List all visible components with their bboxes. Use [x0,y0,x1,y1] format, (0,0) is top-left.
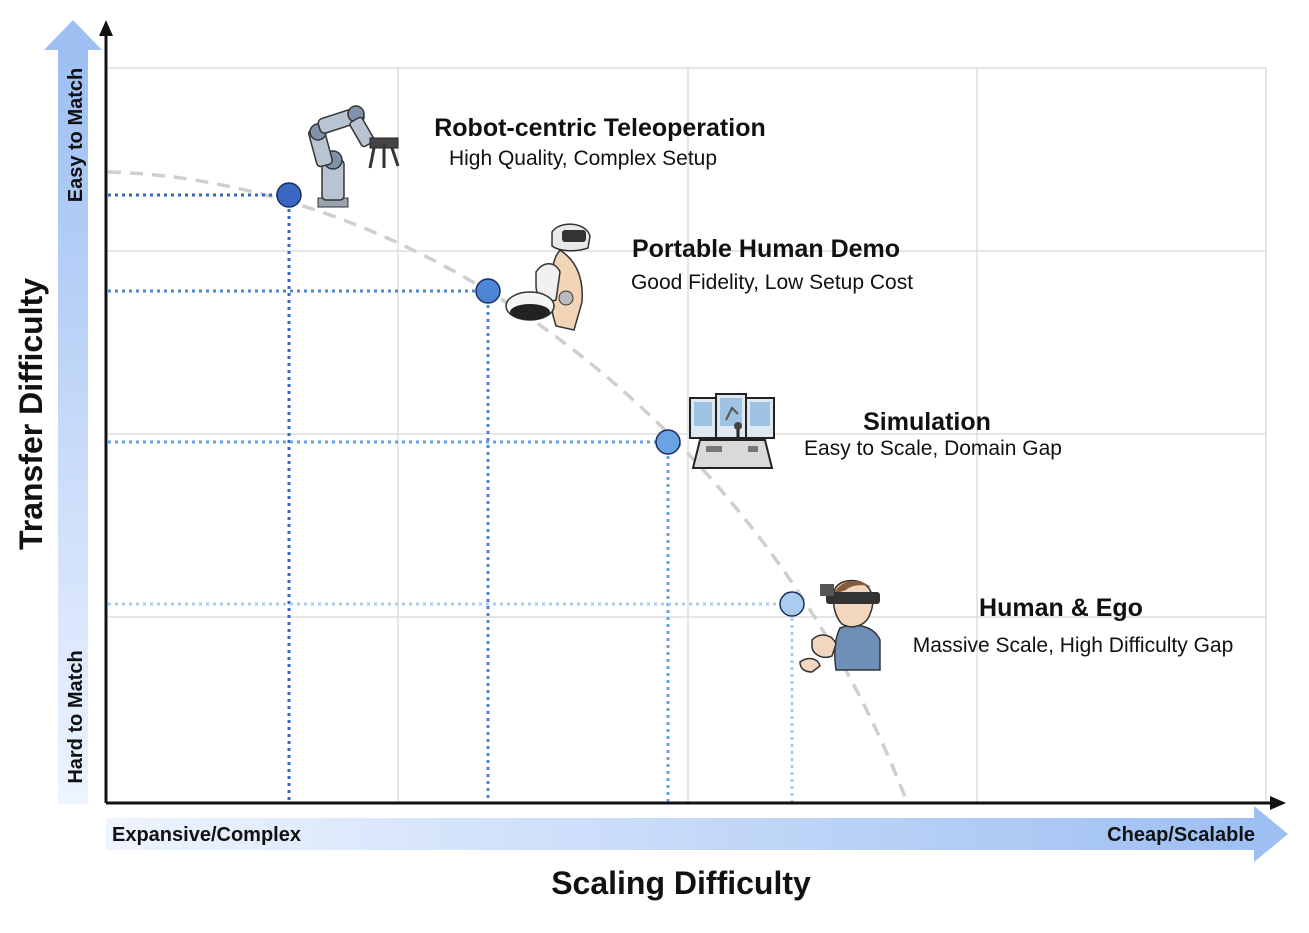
label-simulation-title: Simulation [863,408,991,436]
x-axis-title: Scaling Difficulty [551,865,811,901]
label-portable-title: Portable Human Demo [632,235,900,263]
label-teleop-subtitle: High Quality, Complex Setup [449,147,717,170]
label-human-subtitle: Massive Scale, High Difficulty Gap [913,634,1234,657]
label-simulation-subtitle: Easy to Scale, Domain Gap [804,437,1062,460]
x-gradient-arrow [106,806,1288,862]
y-gradient-arrow [44,20,102,804]
grid [108,67,1267,802]
point-teleop [276,182,302,208]
guide-teleop [108,193,291,802]
y-bottom-label: Hard to Match [65,650,87,783]
label-teleop-title: Robot-centric Teleoperation [434,114,766,142]
handheld-gripper-icon [505,223,591,331]
point-human [779,591,805,617]
guide-portable [108,289,490,802]
point-portable [475,278,501,304]
guide-human [108,602,794,802]
axes-lines [99,20,1286,810]
point-simulation [655,429,681,455]
x-right-label: Cheap/Scalable [1107,824,1255,846]
point-markers [276,182,805,617]
y-top-label: Easy to Match [65,68,87,202]
y-axis-title: Transfer Difficulty [13,278,49,550]
simulator-console-icon [689,393,775,469]
robot-arm-icon [308,105,400,208]
label-portable-subtitle: Good Fidelity, Low Setup Cost [631,271,913,294]
label-human-title: Human & Ego [979,594,1143,622]
pareto-frontier-curve [107,170,909,803]
x-left-label: Expansive/Complex [112,824,301,846]
human-ego-camera-icon [799,579,881,673]
guide-lines [108,193,794,802]
guide-simulation [108,440,670,802]
